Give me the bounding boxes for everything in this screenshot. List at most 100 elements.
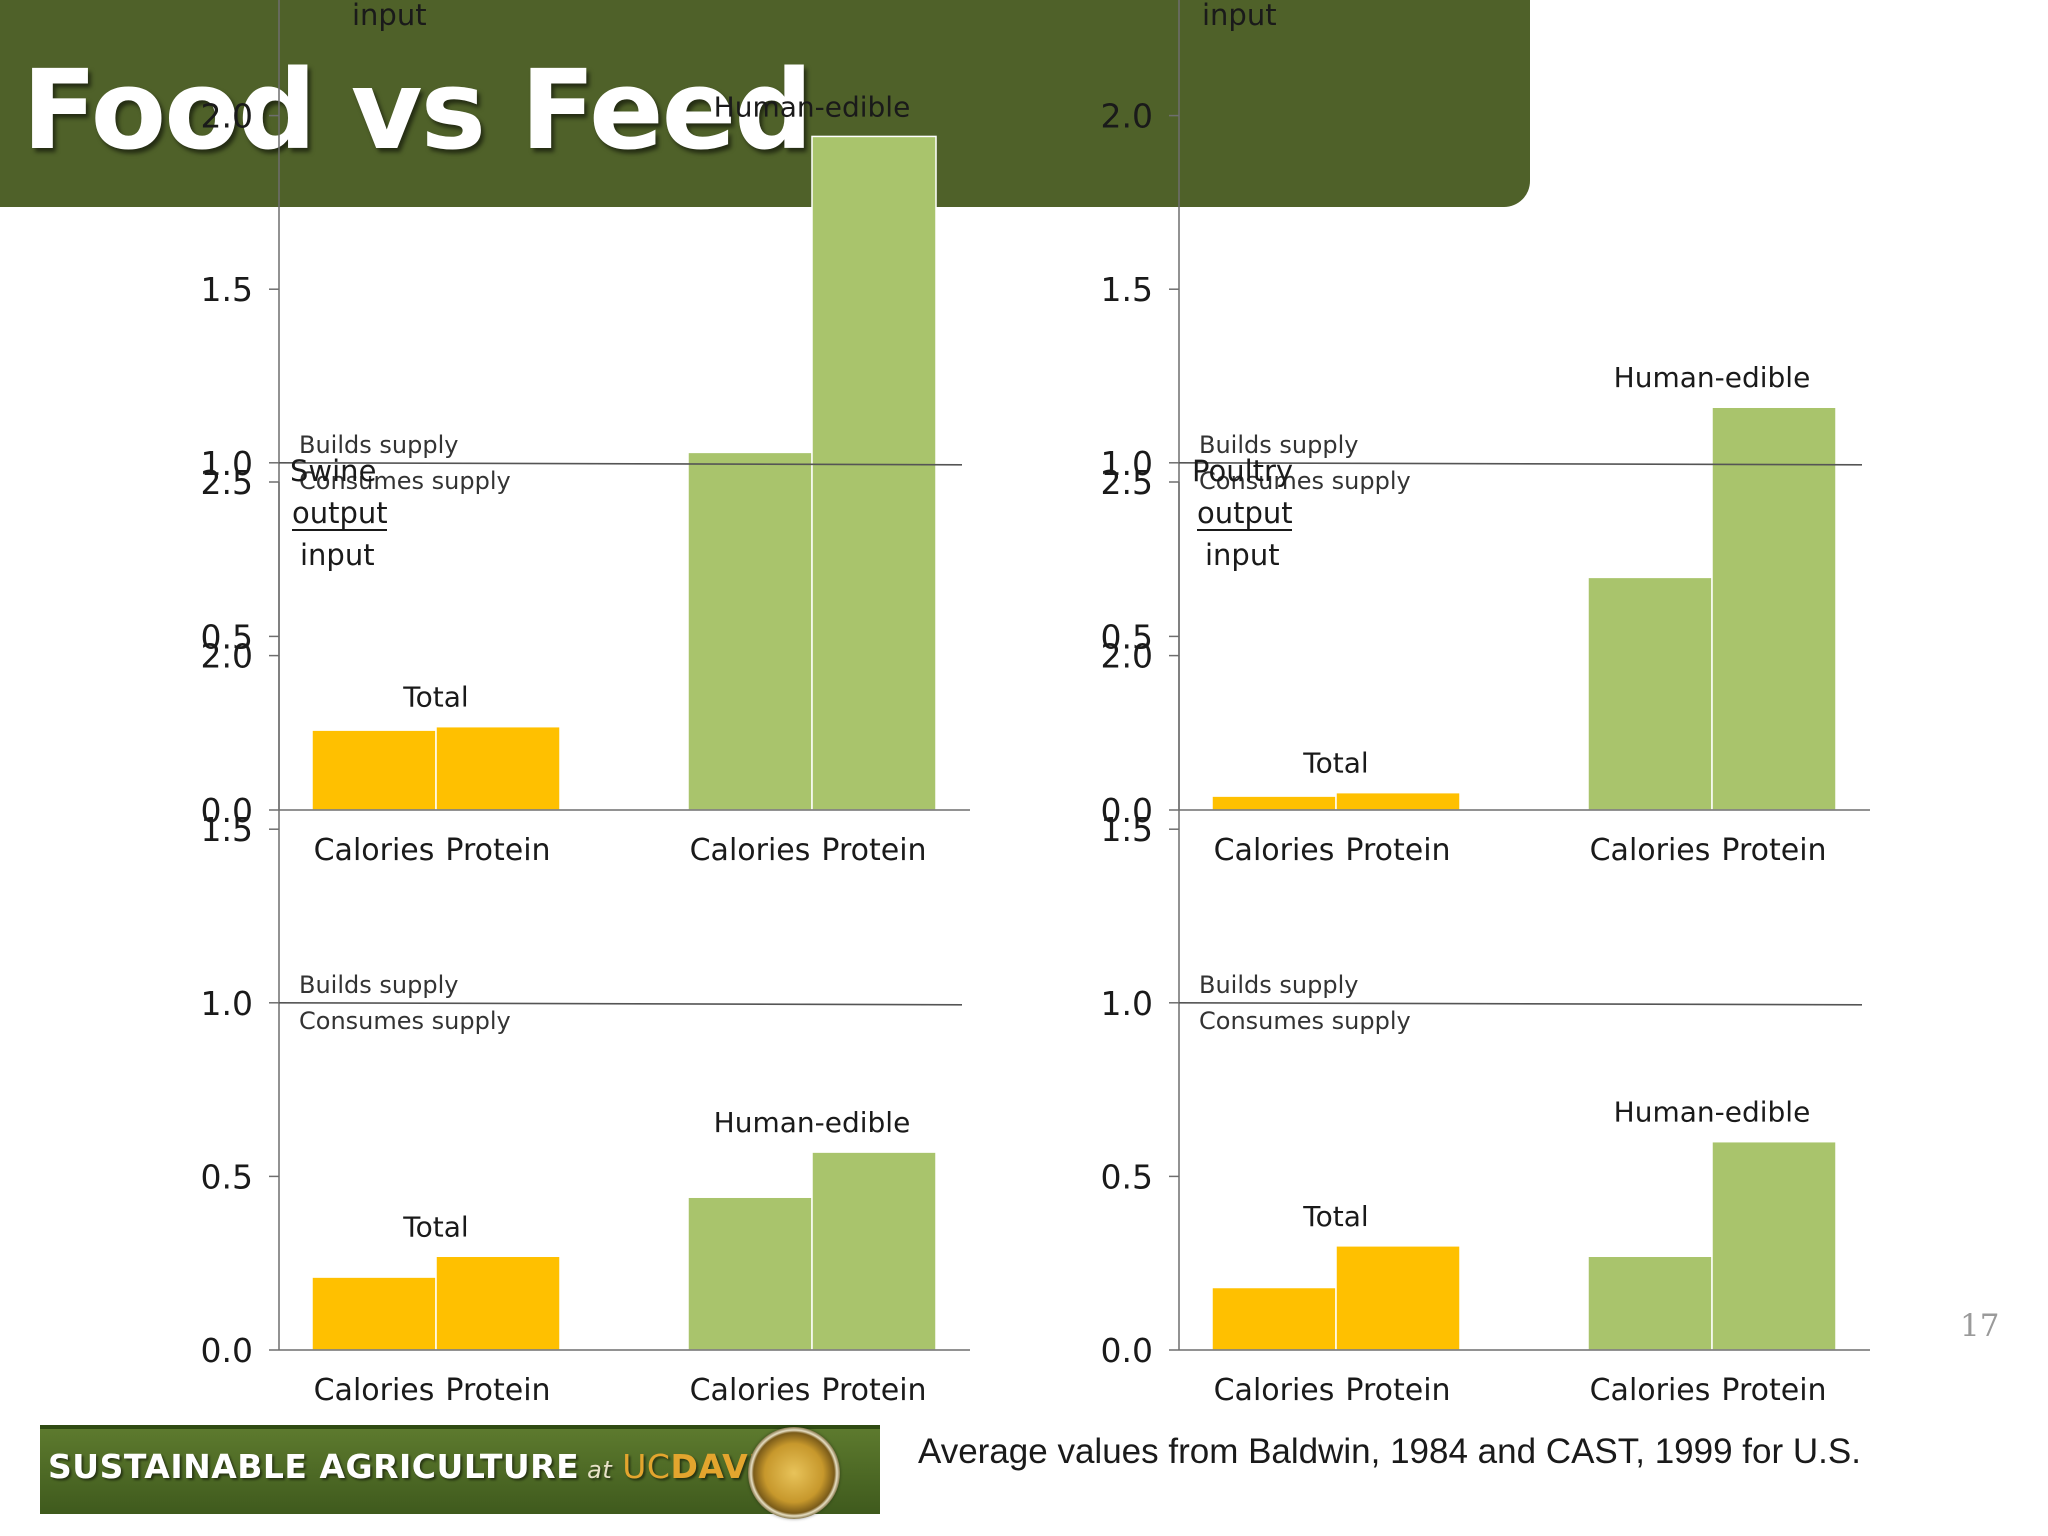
reference-line bbox=[1178, 1002, 1863, 1006]
consumes-supply-label: Consumes supply bbox=[1199, 1007, 1411, 1035]
ratio-denominator: input bbox=[300, 538, 375, 572]
x-category-label: Calories bbox=[690, 1373, 811, 1408]
chart-svg: 0.0 0.5 1.0 1.5 2.0 2.5 Calories Protein Calorie… bbox=[1101, 0, 1870, 868]
reference-line bbox=[1178, 462, 1863, 466]
y-tick-label: 1.5 bbox=[201, 810, 253, 849]
y-tick-label: 0.0 bbox=[1101, 791, 1153, 830]
x-category-label: Calories bbox=[314, 833, 435, 868]
ratio-denominator: input bbox=[352, 0, 427, 32]
logo-word-at: at bbox=[587, 1456, 613, 1484]
chart-title: Poultry bbox=[1192, 454, 1293, 488]
human-edible-bar bbox=[811, 135, 937, 811]
x-category-label: Calories bbox=[1214, 1373, 1335, 1408]
x-category-label: Calories bbox=[1590, 1373, 1711, 1408]
ratio-numerator: output bbox=[292, 496, 388, 530]
ratio-numerator: output bbox=[1197, 496, 1293, 530]
consumes-supply-label: Consumes supply bbox=[299, 1007, 511, 1035]
total-bar bbox=[1211, 795, 1337, 811]
chart-poultry: 0.0 0.5 1.0 1.5 2.0 2.5 Calories Protein Calorie… bbox=[1080, 454, 1880, 1408]
consumes-supply-label: Consumes supply bbox=[1199, 467, 1411, 495]
builds-supply-label: Builds supply bbox=[299, 431, 458, 459]
human-edible-bar bbox=[687, 451, 813, 811]
logo-text: SUSTAINABLE AGRICULTURE at UCDAVIS bbox=[48, 1447, 785, 1486]
human-edible-bar bbox=[1711, 1140, 1837, 1351]
uc-seal-icon bbox=[748, 1427, 840, 1519]
reference-line bbox=[278, 462, 963, 466]
chart-svg: 0.0 0.5 1.0 1.5 2.0 2.5 Calories Protein Calorie… bbox=[1101, 454, 1870, 1408]
human-edible-bar bbox=[1711, 406, 1837, 811]
chart-title: Swine bbox=[290, 454, 376, 488]
builds-supply-label: Builds supply bbox=[299, 971, 458, 999]
y-tick-label: 2.0 bbox=[201, 637, 253, 676]
y-tick-label: 0.0 bbox=[1101, 1331, 1153, 1370]
total-bar bbox=[311, 1276, 437, 1351]
y-tick-label: 2.0 bbox=[1101, 97, 1153, 136]
page-number: 17 bbox=[1960, 1308, 2000, 1344]
title-banner: Food vs Feed bbox=[0, 0, 1530, 207]
x-category-label: Calories bbox=[314, 1373, 435, 1408]
y-tick-label: 1.0 bbox=[1101, 984, 1153, 1023]
y-tick-label: 1.5 bbox=[201, 270, 253, 309]
chart-swine: 0.0 0.5 1.0 1.5 2.0 2.5 Calories Protein Calorie… bbox=[180, 454, 980, 1408]
group-label-total: Total bbox=[1302, 1200, 1368, 1233]
x-category-label: Protein bbox=[821, 1373, 926, 1408]
y-tick-label: 0.5 bbox=[201, 1157, 253, 1196]
human-edible-bar bbox=[1587, 1255, 1713, 1351]
ratio-denominator: input bbox=[1205, 538, 1280, 572]
reference-line bbox=[278, 1002, 963, 1006]
y-tick-label: 2.0 bbox=[201, 97, 253, 136]
group-label-human-edible: Human-edible bbox=[714, 1106, 911, 1139]
x-category-label: Protein bbox=[1345, 1373, 1450, 1408]
x-category-label: Protein bbox=[445, 1373, 550, 1408]
y-tick-label: 2.0 bbox=[1101, 637, 1153, 676]
y-tick-label: 0.0 bbox=[201, 1331, 253, 1370]
total-bar bbox=[311, 729, 437, 811]
y-tick-label: 0.5 bbox=[1101, 1157, 1153, 1196]
source-note: Average values from Baldwin, 1984 and CA… bbox=[918, 1432, 1861, 1471]
y-tick-label: 0.5 bbox=[1101, 617, 1153, 656]
y-tick-label: 1.5 bbox=[1101, 810, 1153, 849]
human-edible-bar bbox=[1587, 576, 1713, 811]
consumes-supply-label: Consumes supply bbox=[299, 467, 511, 495]
group-label-human-edible: Human-edible bbox=[1614, 361, 1811, 394]
logo-word-uc: UC bbox=[622, 1447, 671, 1486]
x-category-label: Protein bbox=[1721, 833, 1826, 868]
y-tick-label: 1.0 bbox=[1101, 444, 1153, 483]
group-label-human-edible: Human-edible bbox=[1614, 1096, 1811, 1129]
chart-beef: 0.0 0.5 1.0 1.5 2.0 2.5 Calories Protein Calorie… bbox=[1080, 0, 1880, 868]
y-tick-label: 1.0 bbox=[201, 984, 253, 1023]
total-bar bbox=[435, 1255, 561, 1351]
group-label-total: Total bbox=[402, 681, 468, 714]
total-bar bbox=[1335, 791, 1461, 811]
total-bar bbox=[435, 725, 561, 811]
human-edible-bar bbox=[811, 1151, 937, 1351]
y-tick-label: 0.5 bbox=[201, 617, 253, 656]
group-label-total: Total bbox=[402, 1210, 468, 1243]
chart-svg: 0.0 0.5 1.0 1.5 2.0 2.5 Calories Protein Calorie… bbox=[201, 0, 970, 868]
x-category-label: Protein bbox=[821, 833, 926, 868]
x-category-label: Protein bbox=[1345, 833, 1450, 868]
y-tick-label: 2.5 bbox=[1101, 463, 1153, 502]
slide-title: Food vs Feed bbox=[22, 46, 813, 174]
builds-supply-label: Builds supply bbox=[1199, 431, 1358, 459]
builds-supply-label: Builds supply bbox=[1199, 971, 1358, 999]
y-tick-label: 0.0 bbox=[201, 791, 253, 830]
x-category-label: Protein bbox=[1721, 1373, 1826, 1408]
x-category-label: Calories bbox=[1590, 833, 1711, 868]
x-category-label: Protein bbox=[445, 833, 550, 868]
total-bar bbox=[1211, 1286, 1337, 1351]
logo-word-agriculture: AGRICULTURE bbox=[319, 1447, 580, 1486]
x-category-label: Calories bbox=[690, 833, 811, 868]
ratio-denominator: input bbox=[1202, 0, 1277, 32]
logo-word-sustainable: SUSTAINABLE bbox=[48, 1447, 308, 1486]
total-bar bbox=[1335, 1245, 1461, 1351]
sustainable-agriculture-logo: SUSTAINABLE AGRICULTURE at UCDAVIS bbox=[40, 1425, 880, 1519]
x-category-label: Calories bbox=[1214, 833, 1335, 868]
chart-bovine-milk: 0.0 0.5 1.0 1.5 2.0 2.5 Calories Protein Calorie… bbox=[180, 0, 980, 868]
y-tick-label: 2.5 bbox=[201, 463, 253, 502]
y-tick-label: 1.5 bbox=[1101, 270, 1153, 309]
y-tick-label: 1.0 bbox=[201, 444, 253, 483]
human-edible-bar bbox=[687, 1196, 813, 1351]
group-label-total: Total bbox=[1302, 747, 1368, 780]
group-label-human-edible: Human-edible bbox=[714, 90, 911, 123]
